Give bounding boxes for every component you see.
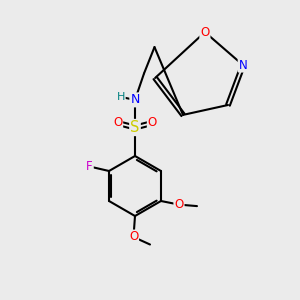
Text: F: F <box>86 160 93 173</box>
Text: O: O <box>129 230 138 244</box>
Text: O: O <box>174 198 184 211</box>
Text: N: N <box>130 93 140 106</box>
Text: S: S <box>130 120 140 135</box>
Text: N: N <box>238 58 247 72</box>
Text: O: O <box>200 26 209 39</box>
Text: O: O <box>113 116 122 130</box>
Text: H: H <box>116 92 125 102</box>
Text: O: O <box>148 116 157 130</box>
